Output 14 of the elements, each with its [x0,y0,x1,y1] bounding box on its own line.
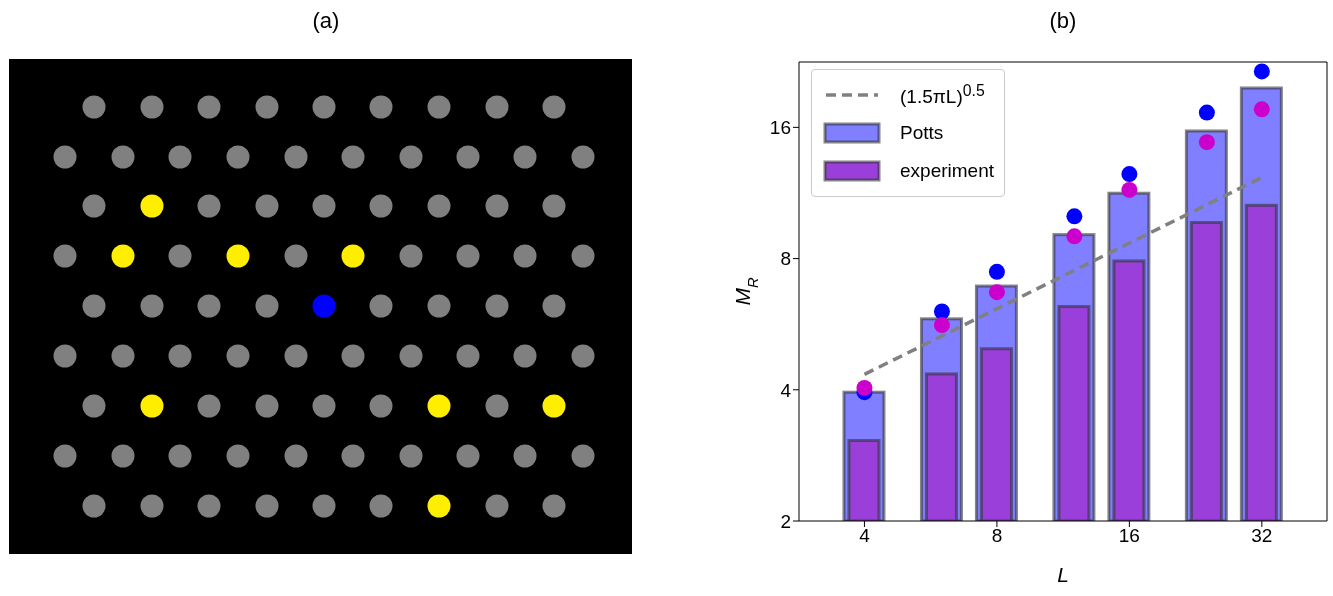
x-axis-title: L [1057,563,1069,586]
y-tick-label: 2 [780,510,791,532]
y-tick-label: 4 [780,379,792,401]
x-tick-label: 32 [1251,525,1273,547]
x-tick-label: 8 [991,525,1003,547]
text: (a) [311,8,341,34]
y-tick-label: 16 [769,117,791,139]
chart-title: (b) [1048,8,1078,34]
x-tick-label: 16 [1118,525,1140,547]
legend-label: experiment [900,160,994,182]
legend-label: Potts [900,122,944,144]
legend-label: (1.5πL)$^{0.5}$ [900,81,985,109]
y-tick-label: 8 [780,248,791,270]
x-tick-label: 4 [859,525,871,547]
